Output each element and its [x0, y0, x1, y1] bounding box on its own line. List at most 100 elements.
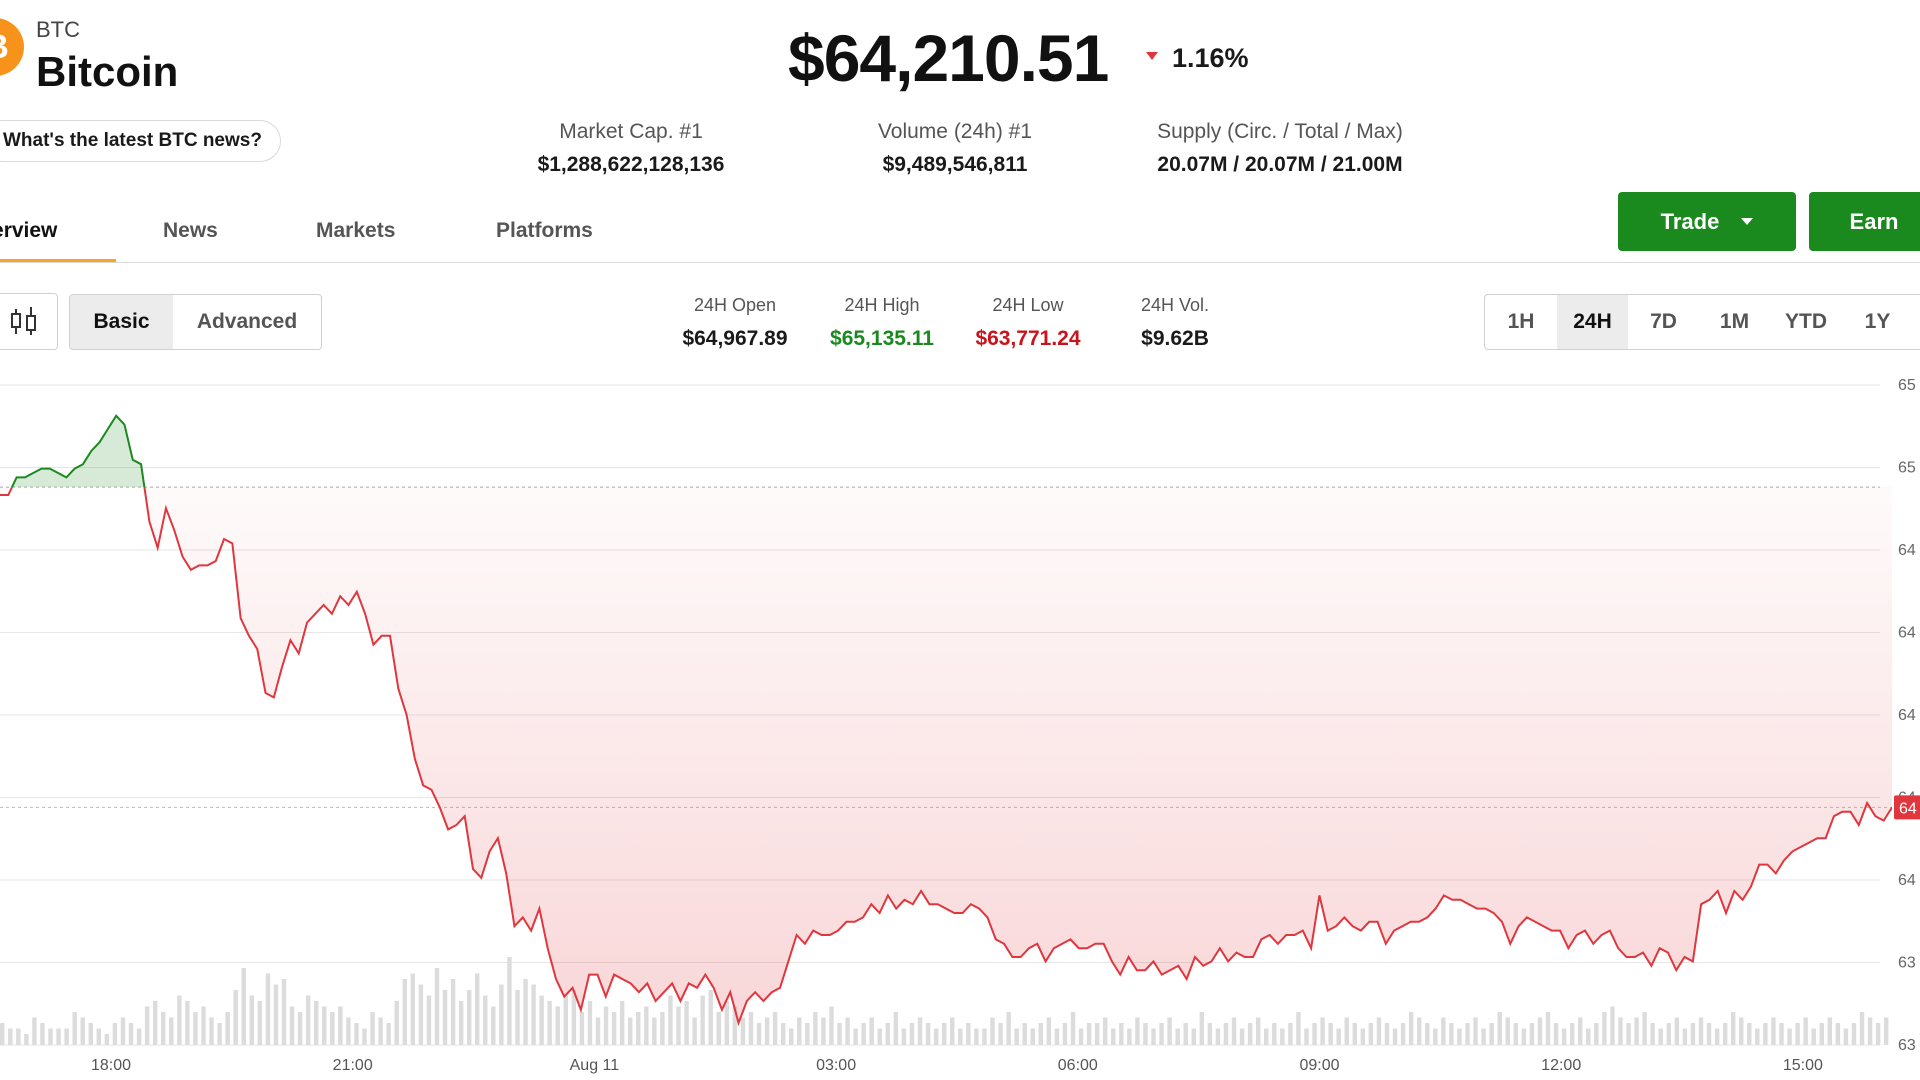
volume-bar — [1416, 1017, 1422, 1045]
x-tick-label: 18:00 — [91, 1057, 131, 1074]
volume-bar — [1280, 1028, 1285, 1045]
volume-bar — [56, 1028, 61, 1045]
volume-bar — [1602, 1012, 1607, 1045]
volume-bar — [813, 1012, 818, 1045]
volume-bar — [1545, 1012, 1551, 1045]
range-1m[interactable]: 1M — [1719, 310, 1750, 333]
volume-bar — [1634, 1017, 1639, 1045]
volume-bar — [853, 1028, 858, 1045]
volume-bar — [378, 1017, 383, 1045]
volume-value: $9,489,546,811 — [882, 153, 1028, 176]
volume-bar — [1755, 1028, 1760, 1045]
volume-bar — [1094, 1023, 1100, 1045]
volume-bar — [1392, 1028, 1398, 1045]
y-tick-label: 64 — [1898, 625, 1916, 642]
volume-bar — [362, 1028, 367, 1045]
range-ytd[interactable]: YTD — [1785, 310, 1827, 333]
range-7d[interactable]: 7D — [1650, 310, 1677, 333]
x-tick-label: 06:00 — [1058, 1057, 1098, 1074]
trade-label: Trade — [1660, 209, 1720, 234]
volume-bar — [660, 1012, 665, 1045]
volume-bar — [386, 1023, 391, 1045]
volume-bar — [289, 1006, 295, 1045]
volume-bar — [499, 984, 504, 1045]
volume-bar — [644, 1006, 649, 1045]
volume-bar — [732, 1006, 738, 1045]
volume-bar — [990, 1017, 995, 1045]
volume-bar — [700, 995, 705, 1045]
range-1y[interactable]: 1Y — [1864, 310, 1891, 333]
volume-bar — [1449, 1023, 1454, 1045]
volume-bar — [950, 1017, 955, 1045]
volume-bar — [1626, 1023, 1631, 1045]
tab-markets[interactable]: Markets — [316, 219, 396, 242]
volume-bar — [313, 1001, 319, 1045]
range-1h[interactable]: 1H — [1507, 310, 1535, 333]
volume-bar — [1803, 1017, 1808, 1045]
volume-bar — [1843, 1028, 1849, 1045]
volume-bar — [780, 1023, 786, 1045]
volume-bar — [136, 1028, 142, 1045]
candlestick-chart-toggle[interactable] — [0, 293, 58, 350]
caret-down-icon — [1741, 217, 1754, 225]
volume-bar — [1465, 1023, 1470, 1045]
time-range-selector: 1H 24H 7D 1M YTD 1Y — [1484, 294, 1920, 350]
volume-bar — [1481, 1028, 1486, 1045]
advanced-view-button[interactable]: Advanced — [196, 310, 298, 333]
tab-news[interactable]: News — [163, 219, 218, 242]
volume-bar — [1231, 1017, 1237, 1045]
volume-bar — [1795, 1023, 1800, 1045]
volume-bar — [1722, 1023, 1728, 1045]
volume-bar — [1207, 1023, 1213, 1045]
volume-bar — [1473, 1017, 1478, 1045]
volume-bar — [434, 968, 440, 1045]
volume-bar — [225, 1012, 230, 1045]
volume-bar — [450, 979, 456, 1045]
volume-bar — [297, 1012, 303, 1045]
volume-bar — [756, 1023, 762, 1045]
earn-button[interactable]: Earn — [1809, 192, 1920, 251]
volume-bar — [1296, 1012, 1301, 1045]
y-tick-label: 64 — [1898, 872, 1916, 889]
volume-bar — [1779, 1023, 1784, 1045]
volume-bar — [1642, 1012, 1647, 1045]
volume-bar — [1022, 1023, 1027, 1045]
volume-bar — [821, 1017, 826, 1045]
supply-label: Supply (Circ. / Total / Max) — [1157, 120, 1403, 143]
volume-bar — [330, 1012, 335, 1045]
volume-bar — [1505, 1017, 1510, 1045]
volume-bar — [0, 1023, 5, 1045]
volume-bar — [128, 1023, 134, 1045]
volume-bar — [716, 1012, 721, 1045]
basic-view-button[interactable]: Basic — [70, 295, 173, 349]
volume-bar — [805, 1023, 810, 1045]
latest-news-button[interactable]: What's the latest BTC news? — [0, 120, 281, 162]
volume-bar — [1336, 1028, 1341, 1045]
volume-bar — [708, 990, 713, 1045]
volume-bar — [1674, 1017, 1680, 1045]
volume-bar — [185, 1001, 190, 1045]
volume-bar — [426, 995, 432, 1045]
volume-bar — [442, 990, 448, 1045]
volume-bar — [531, 984, 536, 1045]
range-24h[interactable]: 24H — [1557, 295, 1628, 349]
trade-button[interactable]: Trade — [1618, 192, 1796, 251]
volume-bar — [169, 1017, 174, 1045]
y-tick-label: 65 — [1898, 377, 1916, 394]
volume-bar — [547, 1001, 552, 1045]
bitcoin-logo-icon: ₿ — [0, 18, 24, 76]
volume-bar — [1006, 1012, 1011, 1045]
y-tick-label: 64 — [1898, 707, 1916, 724]
volume-bar — [515, 990, 520, 1045]
volume-bar — [88, 1023, 93, 1045]
volume-bar — [1135, 1017, 1140, 1045]
volume-bar — [24, 1034, 29, 1045]
tab-platforms[interactable]: Platforms — [496, 219, 593, 242]
tab-overview[interactable]: Overview — [0, 219, 58, 242]
volume-bar — [1070, 1012, 1076, 1045]
volume-bar — [917, 1017, 923, 1045]
volume-bar — [1143, 1023, 1148, 1045]
volume-bar — [958, 1028, 963, 1045]
volume-bar — [507, 957, 512, 1045]
